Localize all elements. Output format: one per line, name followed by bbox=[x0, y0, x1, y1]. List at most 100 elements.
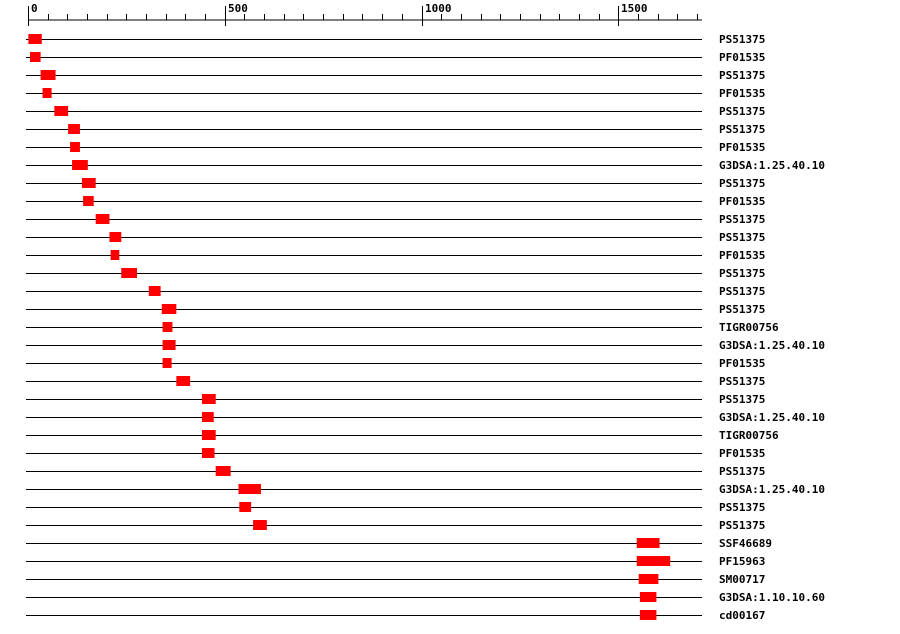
domain-bar bbox=[636, 556, 671, 566]
track-row: PF01535 bbox=[26, 87, 765, 100]
track-row: PF01535 bbox=[26, 447, 765, 460]
domain-bar bbox=[28, 34, 42, 44]
track-label: TIGR00756 bbox=[719, 429, 779, 442]
domain-bar bbox=[83, 196, 94, 206]
track-row: PS51375 bbox=[26, 375, 765, 388]
track-label: PF01535 bbox=[719, 195, 765, 208]
track-row: PS51375 bbox=[26, 123, 765, 136]
track-label: PS51375 bbox=[719, 105, 765, 118]
track-row: SSF46689 bbox=[26, 537, 772, 550]
track-label: PS51375 bbox=[719, 123, 765, 136]
domain-bar bbox=[639, 592, 657, 602]
domain-bar bbox=[162, 358, 172, 368]
domain-bar bbox=[636, 538, 660, 548]
track-row: PF15963 bbox=[26, 555, 765, 568]
domain-bar bbox=[95, 214, 110, 224]
track-label: cd00167 bbox=[719, 609, 765, 622]
domain-bar bbox=[148, 286, 161, 296]
axis-tick-label: 500 bbox=[228, 2, 248, 15]
domain-bar bbox=[70, 142, 80, 152]
track-row: PS51375 bbox=[26, 303, 765, 316]
domain-bar bbox=[121, 268, 137, 278]
track-label: G3DSA:1.10.10.60 bbox=[719, 591, 825, 604]
track-row: PF01535 bbox=[26, 357, 765, 370]
track-label: SM00717 bbox=[719, 573, 765, 586]
track-row: PF01535 bbox=[26, 249, 765, 262]
track-label: G3DSA:1.25.40.10 bbox=[719, 483, 825, 496]
track-label: PS51375 bbox=[719, 393, 765, 406]
track-label: TIGR00756 bbox=[719, 321, 779, 334]
domain-bar bbox=[201, 448, 215, 458]
domain-bar bbox=[54, 106, 69, 116]
domain-bar bbox=[110, 250, 120, 260]
track-row: PS51375 bbox=[26, 177, 765, 190]
track-label: PS51375 bbox=[719, 231, 765, 244]
axis-tick-label: 0 bbox=[31, 2, 38, 15]
domain-bar bbox=[201, 394, 216, 404]
track-label: PS51375 bbox=[719, 267, 765, 280]
domain-bar bbox=[238, 484, 261, 494]
track-row: PS51375 bbox=[26, 213, 765, 226]
track-label: PF01535 bbox=[719, 447, 765, 460]
track-label: PF01535 bbox=[719, 249, 765, 262]
domain-bar bbox=[162, 340, 176, 350]
track-label: PS51375 bbox=[719, 501, 765, 514]
track-label: PS51375 bbox=[719, 519, 765, 532]
domain-bar bbox=[109, 232, 122, 242]
track-row: PF01535 bbox=[26, 195, 765, 208]
track-row: SM00717 bbox=[26, 573, 765, 586]
track-label: G3DSA:1.25.40.10 bbox=[719, 159, 825, 172]
position-axis: 0 500 1000 1500 bbox=[28, 2, 702, 26]
domain-bar bbox=[201, 412, 214, 422]
track-row: PS51375 bbox=[26, 393, 765, 406]
track-row: PS51375 bbox=[26, 105, 765, 118]
track-row: G3DSA:1.25.40.10 bbox=[26, 339, 825, 352]
track-label: PS51375 bbox=[719, 69, 765, 82]
track-row: PS51375 bbox=[26, 285, 765, 298]
domain-bar bbox=[68, 124, 80, 134]
track-label: PS51375 bbox=[719, 213, 765, 226]
domain-bar bbox=[72, 160, 88, 170]
track-label: G3DSA:1.25.40.10 bbox=[719, 339, 825, 352]
domain-bar bbox=[215, 466, 231, 476]
domain-bar bbox=[42, 88, 52, 98]
domain-bar bbox=[29, 52, 41, 62]
track-row: G3DSA:1.25.40.10 bbox=[26, 483, 825, 496]
domain-bar bbox=[176, 376, 191, 386]
track-label: G3DSA:1.25.40.10 bbox=[719, 411, 825, 424]
track-row: PF01535 bbox=[26, 141, 765, 154]
track-row: PS51375 bbox=[26, 465, 765, 478]
track-label: PS51375 bbox=[719, 177, 765, 190]
track-row: G3DSA:1.25.40.10 bbox=[26, 411, 825, 424]
domain-bar bbox=[239, 502, 252, 512]
track-label: PS51375 bbox=[719, 465, 765, 478]
track-label: PF15963 bbox=[719, 555, 765, 568]
track-label: PS51375 bbox=[719, 375, 765, 388]
track-row: TIGR00756 bbox=[26, 429, 779, 442]
domain-bar bbox=[162, 322, 173, 332]
track-label: PS51375 bbox=[719, 285, 765, 298]
track-label: PF01535 bbox=[719, 357, 765, 370]
axis-tick-label: 1000 bbox=[425, 2, 452, 15]
domain-bar bbox=[253, 520, 267, 530]
track-label: PF01535 bbox=[719, 87, 765, 100]
domain-bar bbox=[201, 430, 216, 440]
track-row: G3DSA:1.10.10.60 bbox=[26, 591, 825, 604]
domain-bar bbox=[639, 610, 657, 620]
track-label: PS51375 bbox=[719, 303, 765, 316]
track-row: PS51375 bbox=[26, 501, 765, 514]
track-row: PS51375 bbox=[26, 33, 765, 46]
track-row: PS51375 bbox=[26, 231, 765, 244]
track-label: SSF46689 bbox=[719, 537, 772, 550]
domain-bar bbox=[81, 178, 96, 188]
axis-tick-label: 1500 bbox=[621, 2, 648, 15]
domain-bar bbox=[40, 70, 56, 80]
track-row: PF01535 bbox=[26, 51, 765, 64]
track-list: PS51375 PF01535 PS51375 PF01535 PS51375 PS513… bbox=[26, 33, 825, 622]
track-row: G3DSA:1.25.40.10 bbox=[26, 159, 825, 172]
track-row: cd00167 bbox=[26, 609, 765, 622]
domain-bar bbox=[638, 574, 659, 584]
domain-bar bbox=[161, 304, 177, 314]
track-row: PS51375 bbox=[26, 69, 765, 82]
